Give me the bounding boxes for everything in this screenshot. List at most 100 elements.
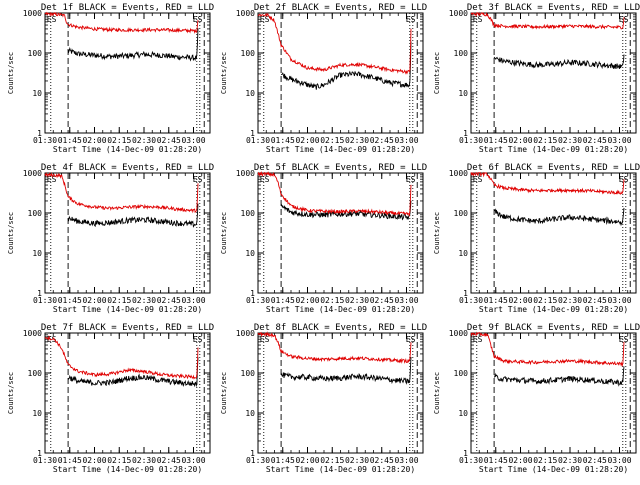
x-tick-label: 01:30 [33, 456, 57, 465]
events-series-line [280, 41, 412, 90]
x-tick-label: 02:30 [132, 456, 156, 465]
marker-label-left: ES [260, 15, 270, 24]
events-series-line [67, 28, 199, 62]
y-tick-label: 100 [454, 369, 469, 378]
y-tick-label: 1000 [236, 329, 255, 338]
x-tick-label: 02:30 [132, 136, 156, 145]
y-axis-label: Counts/sec [220, 52, 228, 94]
x-tick-label: 02:00 [82, 136, 106, 145]
y-tick-label: 1 [37, 449, 42, 458]
x-tick-label: 01:45 [484, 456, 508, 465]
chart-panel-3: Det 3f BLACK = Events, RED = LLD 1 10 100 10… [433, 3, 640, 154]
y-tick-label: 100 [454, 49, 469, 58]
marker-label-right: ES [193, 15, 203, 24]
y-axis-label: Counts/sec [7, 52, 15, 94]
plot-frame [470, 12, 637, 134]
chart-title: Det 3f BLACK = Events, RED = LLD [467, 3, 640, 13]
lld-series-line [257, 12, 412, 75]
x-axis-label: Start Time (14-Dec-09 01:28:20) [266, 145, 415, 154]
lld-series-line [44, 11, 199, 34]
x-tick-label: 02:15 [107, 136, 131, 145]
y-tick-label: 10 [32, 409, 42, 418]
x-tick-label: 01:30 [459, 296, 483, 305]
x-tick-label: 01:30 [246, 296, 270, 305]
y-tick-label: 100 [28, 49, 43, 58]
chart-title: Det 6f BLACK = Events, RED = LLD [467, 163, 640, 173]
chart-panel-1: Det 1f BLACK = Events, RED = LLD 1 10 100 10… [7, 3, 214, 154]
chart-title: Det 4f BLACK = Events, RED = LLD [41, 163, 214, 173]
lld-series-line [470, 171, 625, 195]
plot-frame [257, 172, 424, 294]
chart-title: Det 2f BLACK = Events, RED = LLD [254, 3, 427, 13]
x-tick-label: 02:45 [370, 136, 394, 145]
chart-title: Det 1f BLACK = Events, RED = LLD [41, 3, 214, 13]
lld-series-line [470, 331, 625, 368]
marker-label-right: ES [193, 175, 203, 184]
y-tick-label: 100 [28, 369, 43, 378]
x-tick-label: 02:45 [583, 136, 607, 145]
x-tick-label: 01:30 [246, 136, 270, 145]
marker-label-left: ES [473, 15, 483, 24]
marker-label-right: ES [406, 175, 416, 184]
x-tick-label: 01:45 [484, 136, 508, 145]
marker-label-right: ES [619, 335, 629, 344]
events-series-line [67, 203, 199, 228]
y-tick-label: 100 [241, 49, 256, 58]
x-tick-label: 01:30 [459, 456, 483, 465]
chart-title: Det 7f BLACK = Events, RED = LLD [41, 323, 214, 333]
x-tick-label: 03:00 [394, 296, 418, 305]
y-axis-label: Counts/sec [7, 212, 15, 254]
y-tick-label: 1000 [449, 9, 468, 18]
events-series-line [67, 357, 199, 388]
x-axis-label: Start Time (14-Dec-09 01:28:20) [53, 305, 202, 314]
y-tick-label: 1 [250, 129, 255, 138]
plot-frame [44, 332, 211, 454]
x-tick-label: 02:45 [583, 456, 607, 465]
y-tick-label: 10 [32, 89, 42, 98]
x-tick-label: 02:00 [295, 136, 319, 145]
lld-series-line [470, 11, 625, 30]
x-tick-label: 02:30 [558, 296, 582, 305]
x-axis-label: Start Time (14-Dec-09 01:28:20) [266, 305, 415, 314]
x-tick-label: 02:45 [157, 456, 181, 465]
marker-label-left: ES [473, 335, 483, 344]
chart-title: Det 5f BLACK = Events, RED = LLD [254, 163, 427, 173]
x-axis-label: Start Time (14-Dec-09 01:28:20) [266, 465, 415, 474]
x-tick-label: 02:45 [583, 296, 607, 305]
x-tick-label: 01:30 [33, 296, 57, 305]
x-tick-label: 02:00 [508, 296, 532, 305]
y-tick-label: 1000 [23, 169, 42, 178]
y-tick-label: 100 [241, 209, 256, 218]
chart-panel-9: Det 9f BLACK = Events, RED = LLD 1 10 100 10… [433, 323, 640, 474]
x-axis-label: Start Time (14-Dec-09 01:28:20) [479, 305, 628, 314]
y-tick-label: 1000 [449, 169, 468, 178]
y-axis-label: Counts/sec [220, 372, 228, 414]
x-tick-label: 03:00 [181, 456, 205, 465]
x-tick-label: 02:00 [295, 456, 319, 465]
y-tick-label: 1 [250, 449, 255, 458]
x-tick-label: 02:30 [345, 136, 369, 145]
x-tick-label: 02:15 [320, 456, 344, 465]
y-axis-label: Counts/sec [433, 372, 441, 414]
marker-label-right: ES [406, 335, 416, 344]
x-axis-label: Start Time (14-Dec-09 01:28:20) [479, 145, 628, 154]
x-tick-label: 03:00 [607, 456, 631, 465]
lld-series-line [44, 335, 199, 380]
marker-label-right: ES [193, 335, 203, 344]
chart-title: Det 9f BLACK = Events, RED = LLD [467, 323, 640, 333]
x-tick-label: 02:15 [533, 136, 557, 145]
chart-panel-2: Det 2f BLACK = Events, RED = LLD 1 10 100 10… [220, 3, 427, 154]
marker-label-left: ES [47, 15, 57, 24]
x-tick-label: 03:00 [607, 296, 631, 305]
x-tick-label: 02:00 [508, 456, 532, 465]
events-series-line [493, 54, 625, 70]
x-tick-label: 03:00 [181, 136, 205, 145]
x-tick-label: 01:30 [33, 136, 57, 145]
y-tick-label: 100 [28, 209, 43, 218]
y-tick-label: 100 [241, 369, 256, 378]
x-tick-label: 02:45 [370, 456, 394, 465]
x-tick-label: 03:00 [607, 136, 631, 145]
x-tick-label: 02:30 [558, 136, 582, 145]
x-tick-label: 02:00 [295, 296, 319, 305]
